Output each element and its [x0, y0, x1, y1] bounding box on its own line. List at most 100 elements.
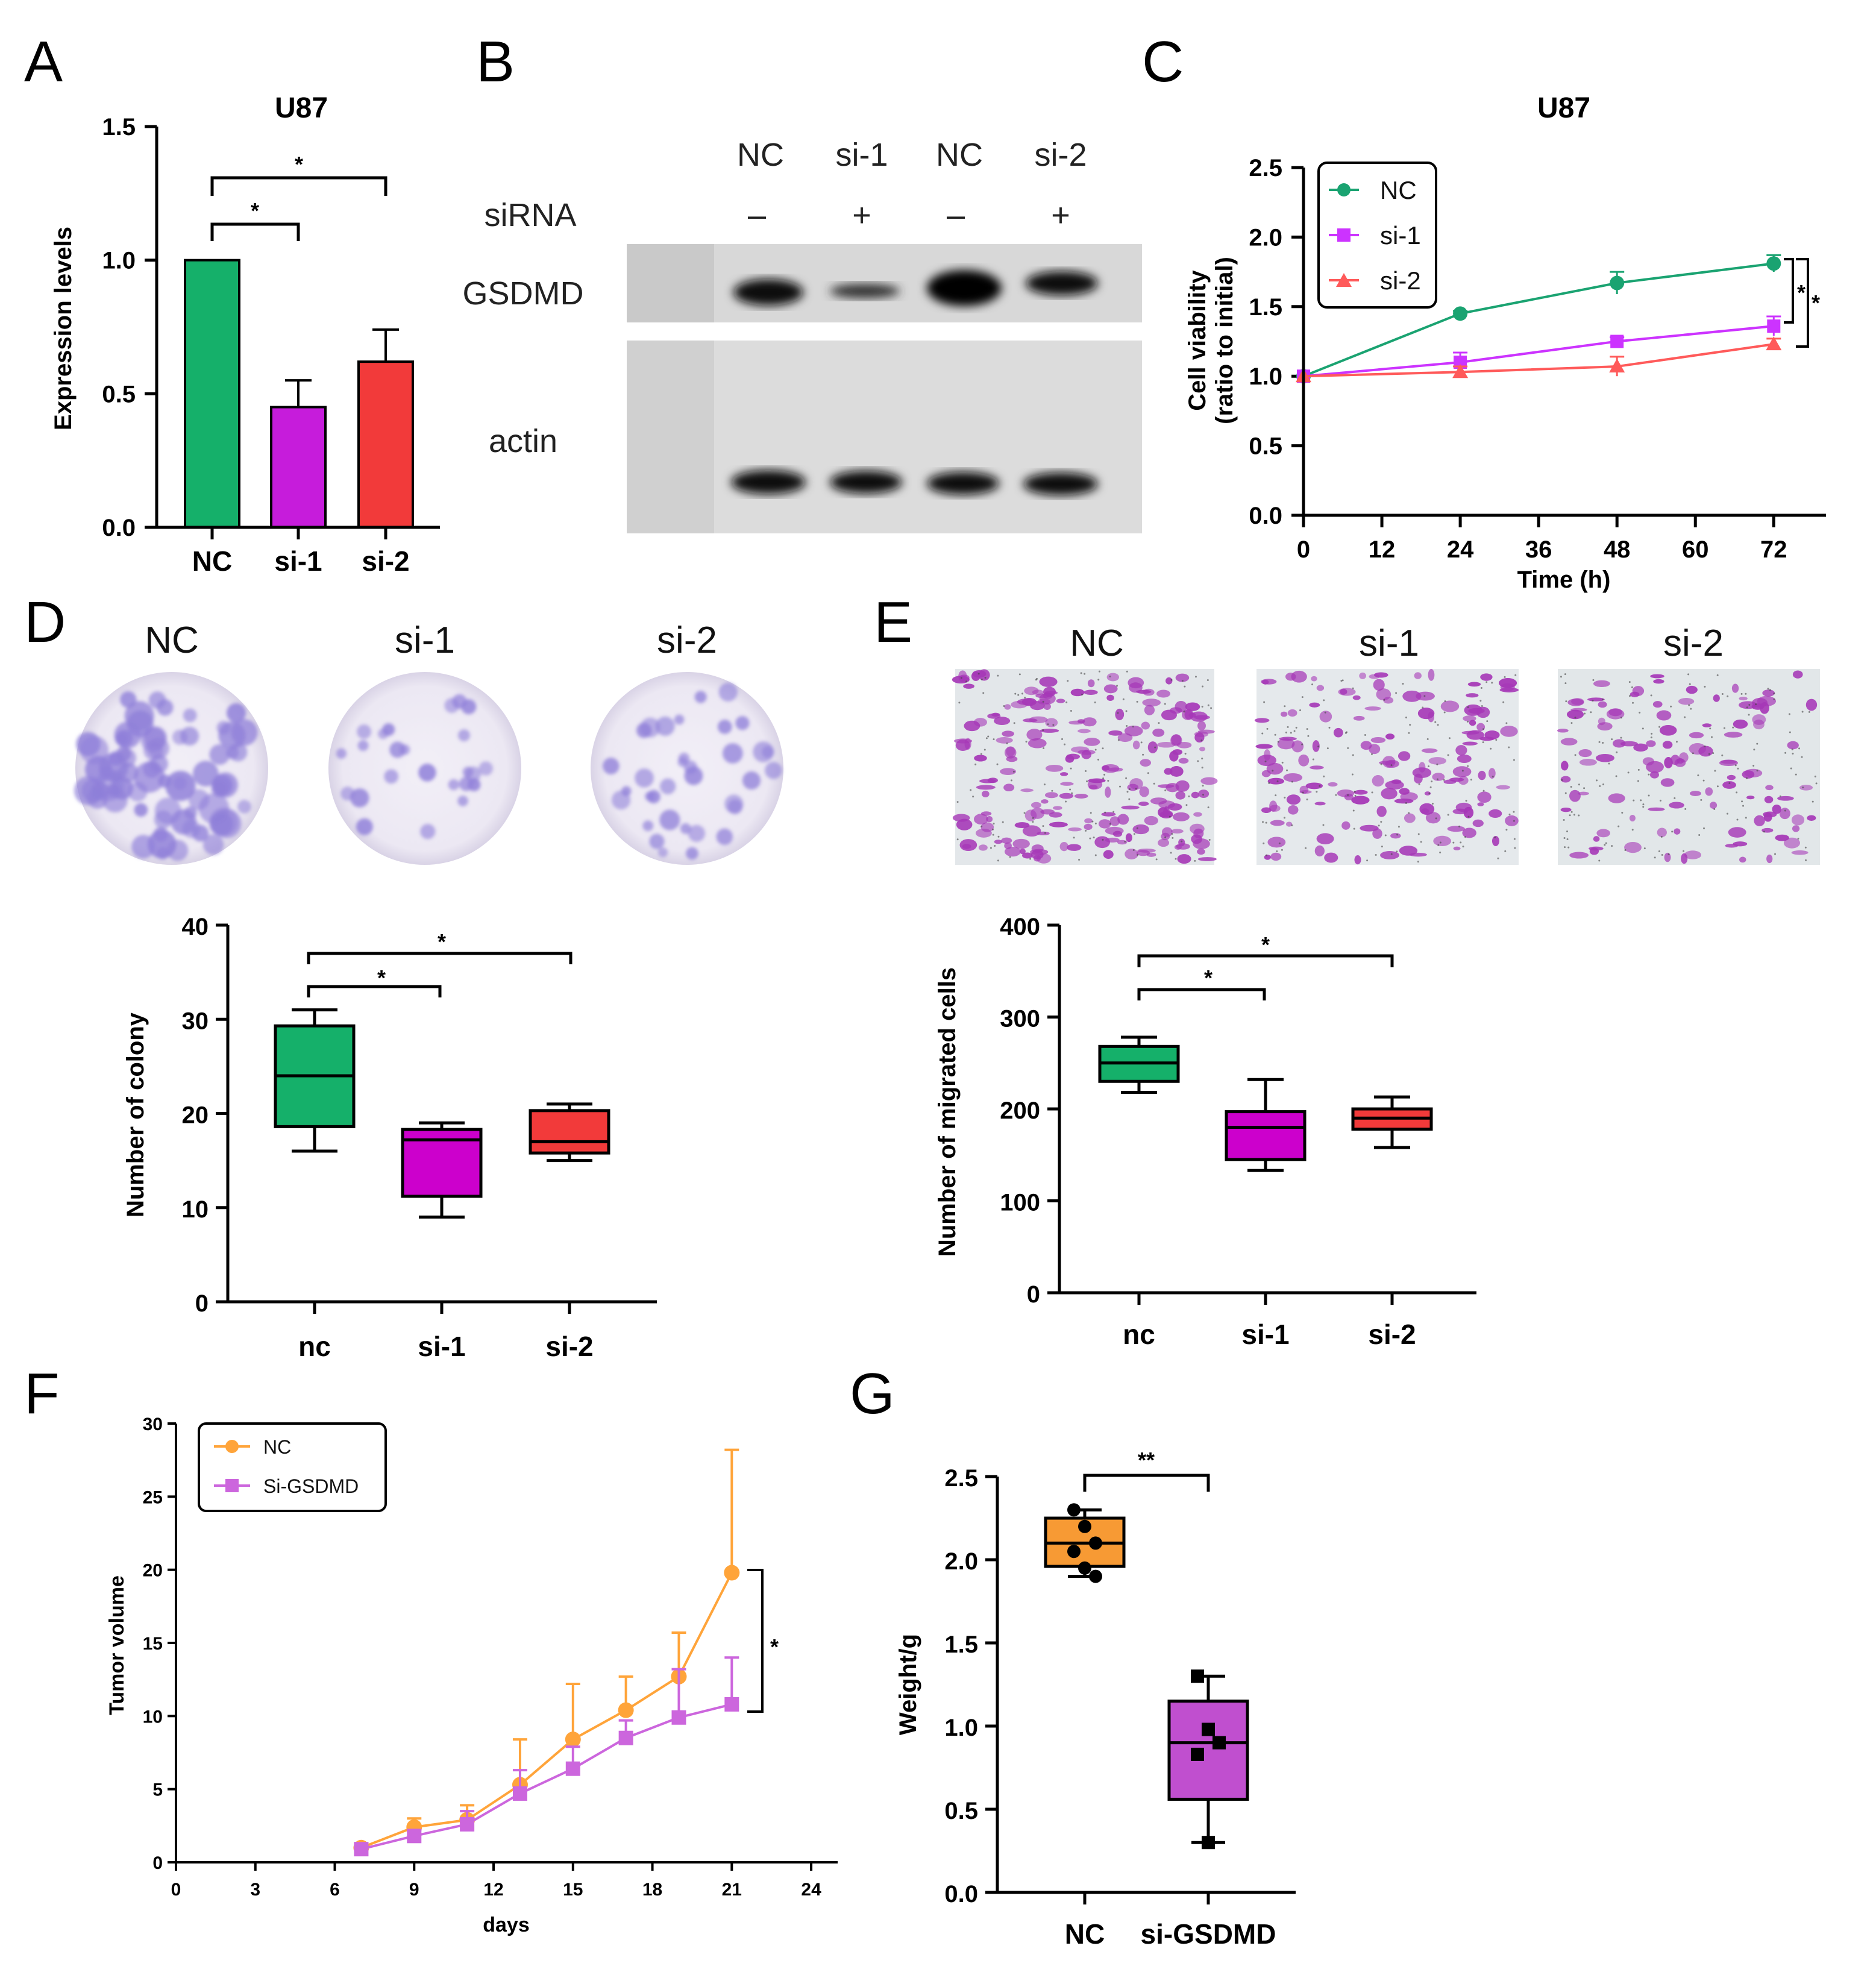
migrated-cell	[1674, 758, 1686, 767]
migrated-cell	[1117, 814, 1129, 825]
membrane-pore	[1080, 672, 1082, 674]
colony-spot	[659, 809, 680, 830]
migrated-cell	[1569, 852, 1589, 859]
membrane-pore	[1752, 764, 1755, 767]
membrane-pore	[1429, 786, 1432, 788]
chart-c-line-nc	[1303, 262, 1774, 378]
membrane-pore	[1702, 779, 1705, 782]
membrane-pore	[1422, 706, 1424, 709]
membrane-pore	[1201, 758, 1203, 760]
membrane-pore	[1119, 785, 1122, 788]
chart-e-ylabel: Number of migrated cells	[934, 967, 961, 1257]
membrane-pore	[1085, 829, 1087, 832]
membrane-pore	[1504, 850, 1507, 852]
chart-d-ytick-label: 30	[182, 1008, 209, 1034]
chart-c-ytick-label: 2.0	[1249, 224, 1282, 251]
colony-spot	[458, 729, 470, 742]
membrane-pore	[956, 838, 959, 841]
migrated-cell	[1421, 748, 1438, 753]
migrated-cell	[1398, 751, 1411, 761]
colony-spot	[157, 699, 174, 716]
membrane-pore	[1065, 701, 1068, 703]
colony-spot	[718, 682, 738, 702]
membrane-pore	[1467, 720, 1469, 723]
membrane-pore	[1316, 791, 1318, 793]
membrane-pore	[987, 735, 990, 738]
membrane-pore	[1784, 809, 1786, 812]
migrated-cell	[976, 785, 996, 790]
colony-spot	[459, 776, 474, 791]
membrane-pore	[1650, 694, 1652, 697]
migrated-cell	[1369, 674, 1380, 679]
membrane-pore	[1643, 847, 1646, 850]
membrane-pore	[1565, 700, 1567, 703]
migrated-cell	[1372, 775, 1384, 787]
migrated-cell	[1754, 815, 1765, 826]
membrane-pore	[1206, 679, 1209, 682]
colony-spot	[382, 723, 395, 736]
membrane-pore	[1514, 674, 1517, 676]
migrated-cell	[1608, 793, 1625, 803]
membrane-pore	[1637, 780, 1639, 782]
colony-spot	[602, 758, 620, 774]
membrane-pore	[1194, 859, 1196, 862]
membrane-pore	[1112, 811, 1115, 813]
membrane-pore	[1447, 814, 1449, 816]
migrated-cell	[1103, 850, 1114, 859]
membrane-pore	[1497, 857, 1499, 859]
migrated-cell	[1082, 717, 1097, 727]
membrane-pore	[1566, 830, 1569, 833]
migrated-cell	[1424, 791, 1431, 796]
membrane-pore	[1658, 726, 1661, 728]
membrane-pore	[1642, 803, 1645, 806]
membrane-pore	[1795, 773, 1797, 776]
membrane-pore	[1773, 698, 1775, 700]
membrane-pore	[1670, 705, 1672, 708]
migrated-cell	[1049, 821, 1068, 827]
membrane-pore	[1513, 838, 1516, 840]
migrated-cell	[1177, 854, 1191, 864]
membrane-pore	[1043, 747, 1045, 750]
membrane-pore	[1448, 737, 1451, 739]
chart-g-point	[1078, 1519, 1091, 1533]
membrane-pore	[1480, 686, 1482, 689]
migrated-cell	[1333, 727, 1343, 738]
membrane-pore	[1564, 673, 1566, 676]
colony-spot	[154, 810, 173, 829]
migrated-cell	[1674, 828, 1681, 835]
migrated-cell	[1492, 836, 1499, 846]
colony-spot	[635, 768, 654, 788]
migration-label-nc: NC	[1070, 623, 1124, 664]
membrane-pore	[1467, 815, 1470, 818]
membrane-pore	[1164, 703, 1166, 705]
membrane-pore	[1408, 812, 1410, 814]
migrated-cell	[1105, 786, 1111, 798]
migrated-cell	[1570, 708, 1587, 712]
migrated-cell	[1170, 829, 1184, 834]
chart-f-point-si	[565, 1761, 580, 1776]
membrane-pore	[1017, 694, 1020, 696]
migrated-cell	[1299, 785, 1309, 794]
membrane-pore	[1181, 680, 1184, 682]
membrane-pore	[1439, 851, 1442, 853]
membrane-pore	[1687, 673, 1690, 676]
colony-spot	[478, 761, 493, 776]
membrane-pore	[1408, 732, 1410, 734]
migrated-cell	[1084, 738, 1100, 746]
membrane-pore	[1405, 716, 1407, 718]
migrated-cell	[1686, 685, 1698, 694]
chart-c-ylabel-2: (ratio to initial)	[1211, 257, 1238, 424]
membrane-pore	[980, 678, 983, 680]
membrane-pore	[1514, 847, 1516, 849]
membrane-pore	[1428, 765, 1430, 767]
membrane-pore	[970, 789, 972, 791]
migrated-cell	[1197, 721, 1206, 731]
chart-c-point-nc	[1453, 306, 1468, 321]
wb-actin-band-4	[1023, 473, 1098, 495]
colony-spot	[158, 774, 172, 788]
migrated-cell	[1000, 768, 1017, 775]
membrane-pore	[990, 847, 992, 849]
migrated-cell	[1026, 729, 1043, 741]
migrated-cell	[956, 818, 973, 830]
membrane-pore	[1169, 815, 1171, 818]
